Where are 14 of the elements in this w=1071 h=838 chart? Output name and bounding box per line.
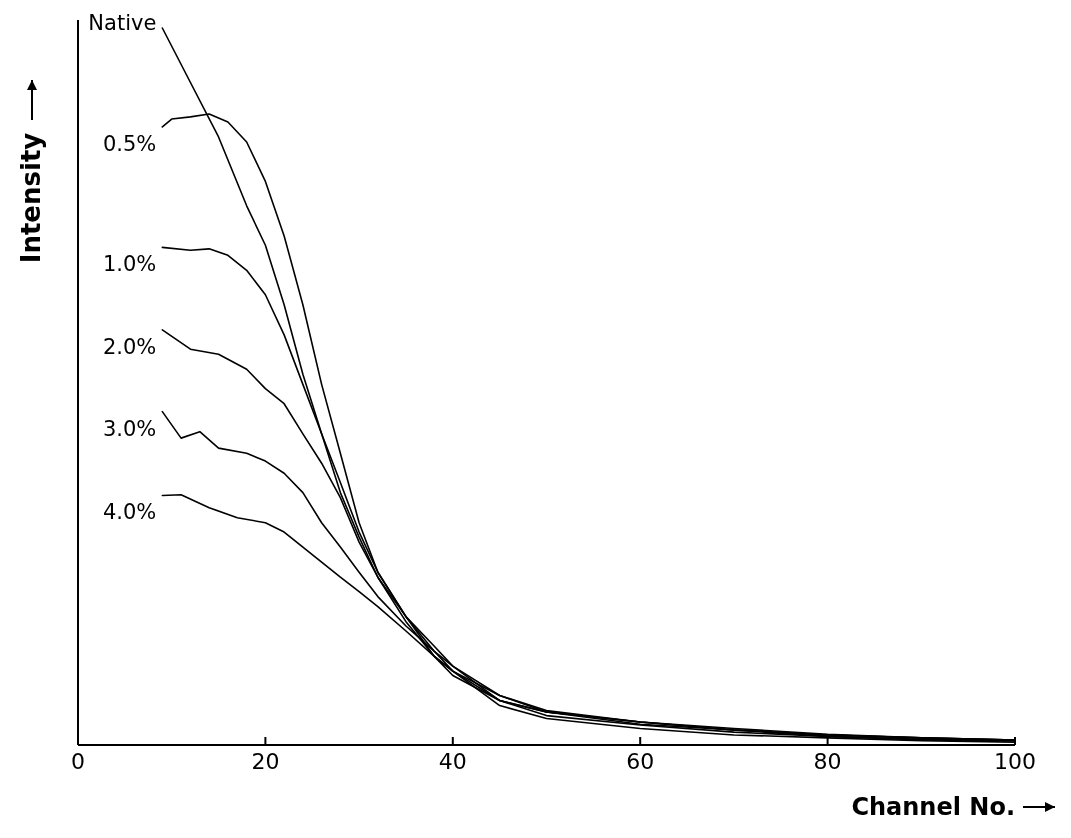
x-tick-label: 20 — [251, 749, 280, 774]
series-label: 1.0% — [102, 252, 157, 277]
x-axis-title: Channel No. — [851, 793, 1015, 821]
x-tick-label: 80 — [813, 749, 842, 774]
series-label: Native — [88, 11, 157, 35]
x-tick-label: 40 — [438, 749, 467, 774]
y-axis-title: Intensity — [16, 132, 46, 264]
series-label: 2.0% — [102, 334, 157, 359]
series-label: 3.0% — [102, 416, 157, 441]
x-tick-label: 0 — [71, 749, 85, 774]
x-tick-label: 60 — [626, 749, 655, 774]
x-tick-label: 100 — [994, 749, 1036, 774]
series-label: 4.0% — [102, 500, 157, 525]
series-label: 0.5% — [102, 131, 157, 156]
